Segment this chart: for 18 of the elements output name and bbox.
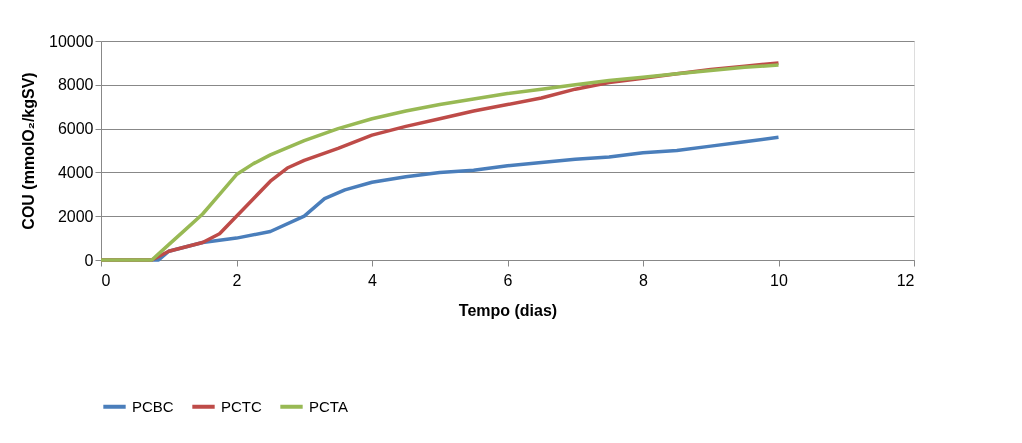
x-tick-label: 12	[896, 271, 915, 289]
legend-label: PCTC	[221, 397, 262, 415]
x-tick-label: 10	[770, 271, 788, 289]
y-tick-label: 2000	[57, 207, 94, 225]
x-tick-label: 0	[101, 271, 111, 289]
y-tick-label: 10000	[49, 32, 94, 50]
y-tick-label: 0	[84, 251, 94, 269]
y-axis-title: COU (mmolO₂/kgSV)	[20, 72, 38, 230]
x-tick-label: 2	[232, 271, 242, 289]
y-tick-label: 4000	[57, 163, 94, 181]
x-axis-title: Tempo (dias)	[458, 301, 558, 319]
x-tick-label: 4	[368, 271, 378, 289]
legend-label: PCTA	[309, 397, 348, 415]
x-tick-label: 8	[639, 271, 649, 289]
legend-label: PCBC	[132, 397, 174, 415]
x-tick-label: 6	[503, 271, 513, 289]
y-tick-label: 6000	[57, 120, 94, 138]
y-tick-label: 8000	[57, 76, 94, 94]
